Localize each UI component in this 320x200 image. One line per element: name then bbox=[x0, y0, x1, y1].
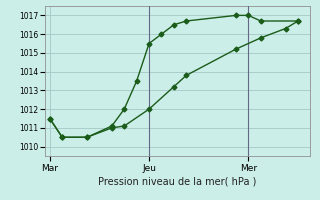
X-axis label: Pression niveau de la mer( hPa ): Pression niveau de la mer( hPa ) bbox=[99, 177, 257, 187]
